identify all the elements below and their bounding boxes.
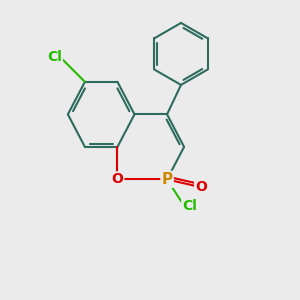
Text: Cl: Cl — [47, 50, 62, 64]
Text: P: P — [161, 172, 172, 187]
Text: O: O — [112, 172, 123, 186]
Text: O: O — [195, 180, 207, 194]
Text: Cl: Cl — [182, 199, 197, 213]
